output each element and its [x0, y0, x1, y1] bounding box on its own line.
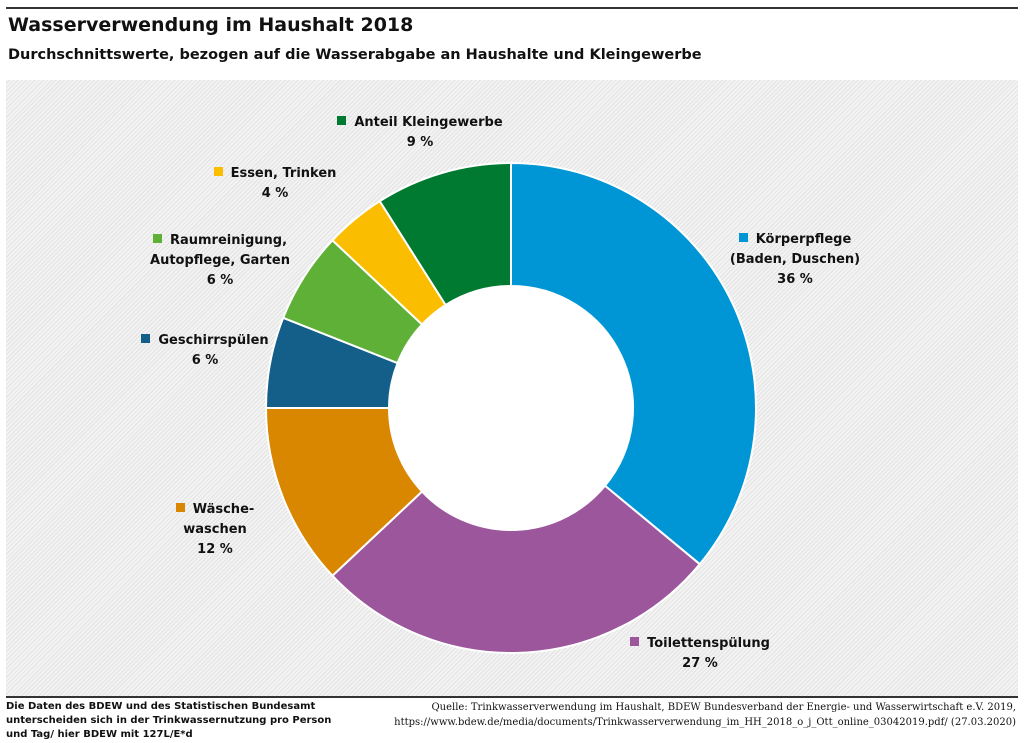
legend-swatch	[213, 167, 223, 176]
value-label: 36 %	[777, 272, 813, 287]
label-text: Wäsche-	[192, 502, 255, 517]
label-text: Geschirrspülen	[158, 333, 269, 348]
chart-title: Wasserverwendung im Haushalt 2018	[8, 14, 414, 36]
value-label: 4 %	[261, 186, 289, 201]
footnote-line: und Tag/ hier BDEW mit 127L/E*d	[6, 729, 193, 740]
top-rule	[6, 7, 1018, 9]
legend-swatch	[175, 503, 185, 512]
label-text: Autopflege, Garten	[150, 253, 290, 268]
source-line: https://www.bdew.de/media/documents/Trin…	[394, 717, 1016, 728]
value-label: 6 %	[206, 273, 234, 288]
label-geschirrspuelen: Geschirrspülen 6 %	[115, 331, 295, 371]
label-waesche: Wäsche-waschen 12 %	[160, 500, 270, 560]
footnote-line: unterscheiden sich in der Trinkwassernut…	[6, 715, 332, 726]
legend-swatch	[141, 334, 151, 343]
value-label: 6 %	[191, 353, 219, 368]
value-label: 27 %	[682, 656, 718, 671]
legend-swatch	[152, 234, 162, 243]
source-line: Quelle: Trinkwasserverwendung im Haushal…	[431, 702, 1016, 713]
footnote-line: Die Daten des BDEW und des Statistischen…	[6, 701, 316, 712]
label-raumreinigung: Raumreinigung, Autopflege, Garten 6 %	[125, 231, 315, 291]
footnote: Die Daten des BDEW und des Statistischen…	[6, 700, 331, 742]
label-text: Essen, Trinken	[230, 166, 337, 181]
legend-swatch	[738, 233, 748, 242]
donut-hole	[389, 286, 633, 530]
label-text: Toilettenspülung	[647, 636, 770, 651]
label-text: waschen	[183, 522, 247, 537]
legend-swatch	[337, 116, 347, 125]
label-koerperpflege: Körperpflege (Baden, Duschen) 36 %	[700, 230, 890, 290]
chart-subtitle: Durchschnittswerte, bezogen auf die Wass…	[8, 47, 702, 63]
label-text: Anteil Kleingewerbe	[354, 115, 503, 130]
label-toilettenspuelung: Toilettenspülung 27 %	[610, 634, 790, 674]
legend-swatch	[630, 637, 640, 646]
label-text: Körperpflege	[755, 232, 852, 247]
label-text: (Baden, Duschen)	[729, 252, 861, 267]
value-label: 9 %	[406, 135, 434, 150]
source-note: Quelle: Trinkwasserverwendung im Haushal…	[394, 700, 1016, 730]
label-essen-trinken: Essen, Trinken 4 %	[195, 164, 355, 204]
value-label: 12 %	[197, 542, 233, 557]
label-kleingewerbe: Anteil Kleingewerbe 9 %	[320, 113, 520, 153]
bottom-rule	[6, 696, 1018, 698]
label-text: Raumreinigung,	[169, 233, 288, 248]
